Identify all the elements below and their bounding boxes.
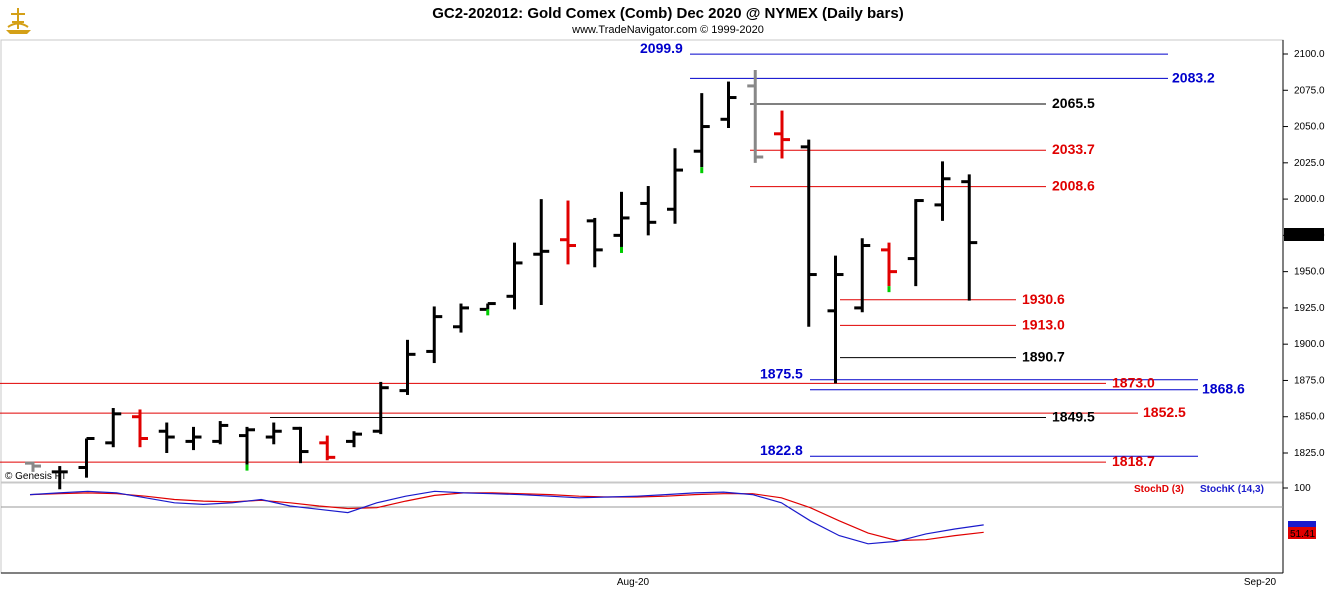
level-label: 1890.7 bbox=[1022, 349, 1065, 365]
y-tick-label: 1950.0 bbox=[1294, 267, 1325, 278]
y-tick-label: 1850.0 bbox=[1294, 412, 1325, 423]
chart-subtitle: www.TradeNavigator.com © 1999-2020 bbox=[571, 24, 764, 36]
ohlc-bar bbox=[560, 200, 576, 265]
level-label: 1822.8 bbox=[760, 442, 803, 458]
level-label: 2008.6 bbox=[1052, 178, 1095, 194]
x-label-aug: Aug-20 bbox=[617, 577, 650, 588]
y-tick-label: 1825.0 bbox=[1294, 448, 1325, 459]
y-tick-label: 2050.0 bbox=[1294, 122, 1325, 133]
ohlc-bar bbox=[185, 426, 202, 451]
stoch-d-label: StochD (3) bbox=[1134, 484, 1184, 495]
stoch-top-label: 100 bbox=[1294, 483, 1311, 494]
ohlc-bar bbox=[720, 81, 737, 128]
level-label: 2099.9 bbox=[640, 40, 683, 56]
ohlc-bar bbox=[586, 217, 603, 268]
level-label: 1849.5 bbox=[1052, 408, 1095, 424]
ohlc-bar bbox=[907, 199, 924, 287]
chart-title: GC2-202012: Gold Comex (Comb) Dec 2020 @… bbox=[432, 5, 903, 22]
level-label: 2065.5 bbox=[1052, 95, 1095, 111]
ohlc-bar bbox=[78, 436, 95, 478]
stochastic-panel bbox=[1, 490, 1283, 545]
ohlc-bar bbox=[158, 422, 175, 453]
stoch-k-box bbox=[1288, 521, 1316, 528]
level-label: 1818.7 bbox=[1112, 453, 1155, 469]
ohlc-bar bbox=[479, 302, 496, 311]
y-tick-label: 1900.0 bbox=[1294, 339, 1325, 350]
ohlc-bar bbox=[774, 110, 790, 159]
y-tick-label: 2075.0 bbox=[1294, 85, 1325, 96]
last-price-label: 1970.3 bbox=[1288, 230, 1319, 241]
ohlc-bar bbox=[800, 139, 817, 327]
ohlc-bar bbox=[25, 461, 41, 472]
ohlc-bar bbox=[613, 191, 630, 247]
level-label: 1875.5 bbox=[760, 366, 803, 382]
level-lines: 2099.9 2083.2 2065.5 2033.7 2008.6 1930.6 1913… bbox=[0, 40, 1245, 469]
y-tick-label: 1925.0 bbox=[1294, 303, 1325, 314]
ohlc-bar bbox=[827, 255, 844, 384]
last-price-box bbox=[1284, 228, 1324, 241]
ohlc-bar bbox=[51, 466, 68, 490]
stoch-k-label: StochK (14,3) bbox=[1200, 484, 1264, 495]
ohlc-bar bbox=[372, 381, 389, 435]
ohlc-bar bbox=[506, 242, 523, 310]
ohlc-bar bbox=[961, 174, 978, 301]
ohlc-bar bbox=[239, 426, 255, 465]
y-tick-label: 2025.0 bbox=[1294, 158, 1325, 169]
y-tick-label: 1875.0 bbox=[1294, 375, 1325, 386]
ohlc-bar bbox=[881, 242, 897, 287]
level-label: 1873.0 bbox=[1112, 374, 1155, 390]
ohlc-bar bbox=[346, 431, 362, 448]
ohlc-bar bbox=[693, 93, 710, 168]
stoch-k-line bbox=[29, 490, 984, 545]
ohlc-bar bbox=[854, 238, 871, 313]
ohlc-bar bbox=[453, 303, 469, 333]
y-tick-label: 2100.0 bbox=[1294, 49, 1325, 60]
ohlc-bars bbox=[25, 69, 978, 490]
ohlc-bar bbox=[292, 426, 309, 464]
ohlc-bar bbox=[934, 161, 951, 221]
ohlc-bar bbox=[212, 421, 229, 445]
ohlc-bar bbox=[399, 339, 416, 395]
level-label: 1852.5 bbox=[1143, 404, 1186, 420]
ohlc-bar bbox=[426, 306, 443, 364]
genesis-ship-icon bbox=[6, 8, 31, 34]
y-tick-label: 2000.0 bbox=[1294, 194, 1325, 205]
watermark: © Genesis FT bbox=[5, 471, 67, 482]
x-label-sep: Sep-20 bbox=[1244, 577, 1277, 588]
level-label: 2033.7 bbox=[1052, 141, 1095, 157]
ohlc-bar bbox=[132, 409, 148, 448]
ohlc-bar bbox=[533, 199, 550, 306]
ohlc-bar bbox=[667, 148, 683, 224]
ohlc-bar bbox=[319, 435, 336, 461]
stoch-last-label: 51.41 bbox=[1290, 529, 1315, 540]
level-label: 1930.6 bbox=[1022, 291, 1065, 307]
stoch-d-line bbox=[29, 492, 984, 542]
level-label: 1913.0 bbox=[1022, 316, 1065, 332]
level-label: 1868.6 bbox=[1202, 381, 1245, 397]
level-label: 2083.2 bbox=[1172, 69, 1215, 85]
stoch-last-box bbox=[1288, 527, 1316, 539]
price-axis: 1825.01850.01875.01900.01925.01950.01975… bbox=[1283, 49, 1325, 459]
ohlc-bar bbox=[640, 186, 657, 236]
ohlc-bar bbox=[105, 408, 122, 448]
ohlc-bar bbox=[747, 69, 764, 163]
ohlc-bar bbox=[265, 422, 282, 445]
